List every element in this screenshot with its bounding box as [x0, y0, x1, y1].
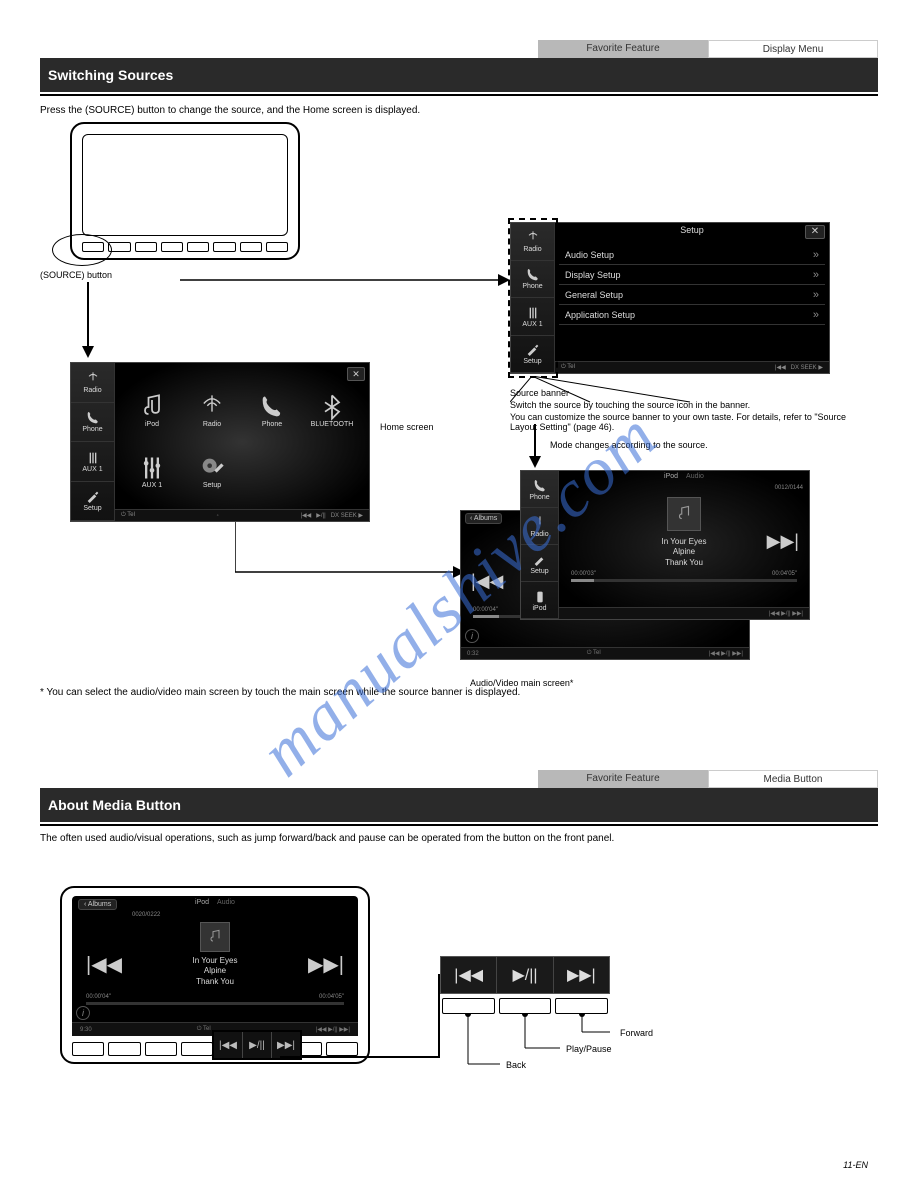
- home-radio[interactable]: Radio: [187, 383, 237, 438]
- prev-icon[interactable]: |◀◀: [471, 571, 503, 592]
- section2-title: About Media Button: [40, 788, 878, 822]
- section1-intro: Press the (SOURCE) button to change the …: [40, 104, 878, 118]
- home-aux1[interactable]: AUX 1: [127, 444, 177, 499]
- arrow-to-mode: [525, 424, 545, 468]
- banner-setup[interactable]: Setup: [71, 482, 114, 522]
- arrow-home-to-av: [235, 522, 465, 582]
- media-callout-lines: [440, 1014, 610, 1094]
- setup-audio[interactable]: Audio Setup»: [559, 245, 825, 265]
- page-number: 11-EN: [843, 1160, 868, 1170]
- section2-header: Favorite Feature Media Button About Medi…: [40, 770, 878, 826]
- source-banner[interactable]: Radio Phone AUX 1 Setup: [71, 363, 115, 521]
- setup-close-icon[interactable]: ✕: [805, 225, 825, 239]
- banner-aux1[interactable]: AUX 1: [71, 442, 114, 482]
- banner-highlight: [508, 218, 558, 378]
- label-play-pause: Play/Pause: [566, 1044, 612, 1054]
- label-back: Back: [506, 1060, 526, 1070]
- av-label: Audio/Video main screen*: [470, 678, 573, 688]
- rule2: [40, 824, 878, 826]
- tab-favorite-feature: Favorite Feature: [538, 40, 708, 58]
- media-prev-button[interactable]: |◀◀: [441, 957, 497, 993]
- d2-info-icon[interactable]: i: [76, 1006, 90, 1020]
- home-screen: Radio Phone AUX 1 Setup ✕: [70, 362, 370, 522]
- close-icon[interactable]: ✕: [347, 367, 365, 381]
- rule: [40, 94, 878, 96]
- setup-title: Setup: [555, 225, 829, 235]
- tab-display-menu: Display Menu: [708, 40, 878, 58]
- setup-display[interactable]: Display Setup»: [559, 265, 825, 285]
- diagram-media-button: ‹ Albums iPod Audio 0020/0222 |◀◀ ▶▶| In…: [40, 886, 878, 1136]
- banner-radio-3[interactable]: Radio: [521, 508, 558, 545]
- setup-screen: Radio Phone AUX 1 Setup Setup ✕: [510, 222, 830, 374]
- banner-setup-3[interactable]: Setup: [521, 545, 558, 582]
- section2-intro: The often used audio/visual operations, …: [40, 832, 878, 846]
- home-ipod[interactable]: iPod: [127, 383, 177, 438]
- media-play-pause-button[interactable]: ▶/||: [497, 957, 553, 993]
- source-button-callout: [52, 234, 112, 266]
- mode-callout: Mode changes according to the source.: [550, 440, 708, 450]
- section1-footnote: * You can select the audio/video main sc…: [40, 686, 878, 700]
- media-buttons-zoom: |◀◀ ▶/|| ▶▶|: [440, 956, 610, 994]
- section1-header: Favorite Feature Display Menu Switching …: [40, 40, 878, 96]
- info-icon[interactable]: i: [465, 629, 479, 643]
- av-screen-front: Phone Radio Setup iPod: [520, 470, 810, 620]
- source-button-label: (SOURCE) button: [40, 270, 112, 280]
- banner-phone[interactable]: Phone: [71, 403, 114, 443]
- d2-album-art: [200, 922, 230, 952]
- tab2-media: Media Button: [708, 770, 878, 788]
- media-buttons-physical: [440, 998, 610, 1014]
- label-forward: Forward: [620, 1028, 653, 1038]
- banner-radio[interactable]: Radio: [71, 363, 114, 403]
- d2-count: 0020/0222: [132, 912, 160, 918]
- banner-ipod-3[interactable]: iPod: [521, 582, 558, 619]
- track-count: 0012/0144: [775, 485, 803, 491]
- home-setup[interactable]: Setup: [187, 444, 237, 499]
- setup-callouts: Source banner Switch the source by touch…: [510, 388, 850, 434]
- tab2-favorite: Favorite Feature: [538, 770, 708, 788]
- setup-general[interactable]: General Setup»: [559, 285, 825, 305]
- home-phone[interactable]: Phone: [247, 383, 297, 438]
- home-bluetooth[interactable]: BLUETOOTH: [307, 383, 357, 438]
- av-screen-stack: ‹ Albums |◀◀ Thank You 00:00'04" 00:04'0…: [460, 470, 820, 670]
- media-next-button[interactable]: ▶▶|: [554, 957, 609, 993]
- setup-application[interactable]: Application Setup»: [559, 305, 825, 325]
- arrow-to-setup: [180, 270, 510, 290]
- device-with-screen: ‹ Albums iPod Audio 0020/0222 |◀◀ ▶▶| In…: [60, 886, 370, 1064]
- home-screen-label: Home screen: [380, 422, 434, 432]
- back-albums[interactable]: ‹ Albums: [465, 513, 502, 524]
- banner-phone-3[interactable]: Phone: [521, 471, 558, 508]
- diagram-switching-sources: (SOURCE) button Radio Phone: [40, 122, 878, 682]
- arrow-to-home: [78, 282, 98, 358]
- album-art-icon: [667, 497, 701, 531]
- section1-title: Switching Sources: [40, 58, 878, 92]
